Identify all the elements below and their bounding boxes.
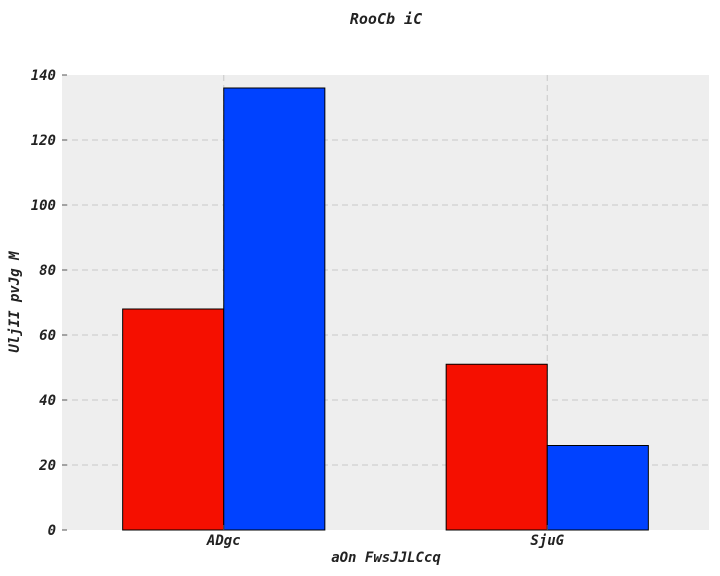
y-tick-label: 120: [31, 133, 56, 149]
x-tick-label: ADgc: [206, 533, 241, 549]
y-tick-label: 140: [31, 68, 56, 84]
bar-ADgc-series-2: [223, 87, 326, 531]
bars: [122, 87, 649, 531]
y-tick-label: 60: [39, 328, 56, 344]
x-axis-ticks: ADgc SjuG: [206, 525, 565, 549]
y-tick-label: 80: [39, 263, 56, 279]
bar-ADgc-series-1: [122, 308, 225, 531]
y-tick-label: 0: [48, 523, 56, 539]
chart-title: RooCb iC: [350, 10, 422, 28]
x-axis-label: aOn FwsJJLCcq: [331, 550, 441, 566]
bar-SjuG-series-2: [546, 445, 649, 531]
y-axis-ticks: 0 20 40 60 80 100 120 140: [31, 68, 67, 539]
x-tick-label: SjuG: [530, 533, 564, 549]
y-tick-label: 40: [39, 393, 56, 409]
bar-SjuG-series-1: [445, 363, 548, 531]
y-tick-label: 20: [38, 458, 56, 474]
y-tick-label: 100: [31, 198, 56, 214]
y-axis-label: UljII pvJg M: [7, 251, 23, 353]
